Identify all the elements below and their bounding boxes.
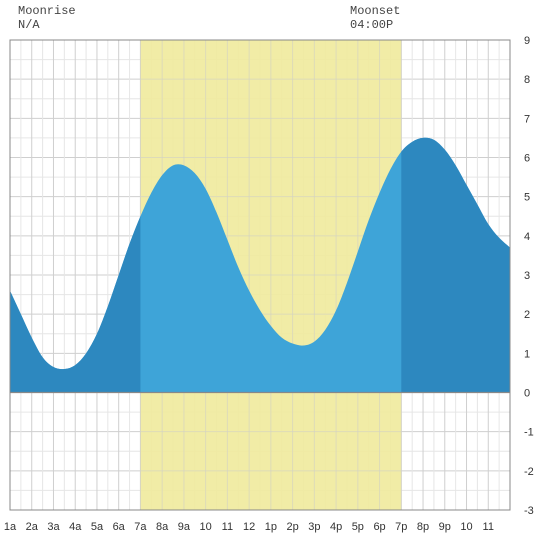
x-tick-label: 5a: [91, 521, 104, 533]
y-tick-label: -2: [524, 466, 534, 478]
moonrise-label: Moonrise: [18, 4, 76, 18]
moonrise-value: N/A: [18, 18, 40, 32]
x-tick-label: 11: [222, 521, 233, 533]
x-tick-label: 12: [243, 521, 255, 533]
y-tick-label: 1: [524, 348, 530, 360]
y-tick-label: 7: [524, 113, 530, 125]
x-tick-label: 2p: [286, 521, 298, 533]
x-tick-label: 3p: [308, 521, 320, 533]
y-tick-label: 5: [524, 192, 530, 204]
x-tick-label: 7a: [134, 521, 147, 533]
x-tick-label: 3a: [47, 521, 60, 533]
y-tick-label: 8: [524, 74, 530, 86]
x-tick-label: 1p: [265, 521, 277, 533]
x-tick-label: 1a: [4, 521, 17, 533]
chart-svg: MoonriseN/AMoonset04:00P-3-2-10123456789…: [0, 0, 550, 550]
x-tick-label: 4a: [69, 521, 82, 533]
x-tick-label: 4p: [330, 521, 342, 533]
x-tick-label: 10: [200, 521, 212, 533]
x-tick-label: 6a: [113, 521, 126, 533]
y-tick-label: 4: [524, 231, 530, 243]
y-tick-label: 0: [524, 388, 530, 400]
x-tick-label: 7p: [395, 521, 407, 533]
x-tick-label: 2a: [26, 521, 39, 533]
moonset-value: 04:00P: [350, 18, 393, 32]
y-tick-label: 6: [524, 153, 530, 165]
x-tick-label: 8p: [417, 521, 429, 533]
x-tick-label: 10: [460, 521, 472, 533]
y-tick-label: -3: [524, 505, 534, 517]
x-tick-label: 11: [483, 521, 494, 533]
x-tick-label: 9p: [439, 521, 451, 533]
y-tick-label: 2: [524, 309, 530, 321]
x-tick-label: 8a: [156, 521, 169, 533]
x-tick-label: 6p: [373, 521, 385, 533]
y-tick-label: 3: [524, 270, 530, 282]
x-tick-label: 5p: [352, 521, 364, 533]
x-tick-label: 9a: [178, 521, 191, 533]
y-tick-label: 9: [524, 35, 530, 47]
y-tick-label: -1: [524, 427, 534, 439]
moonset-label: Moonset: [350, 4, 400, 18]
tide-chart: MoonriseN/AMoonset04:00P-3-2-10123456789…: [0, 0, 550, 550]
